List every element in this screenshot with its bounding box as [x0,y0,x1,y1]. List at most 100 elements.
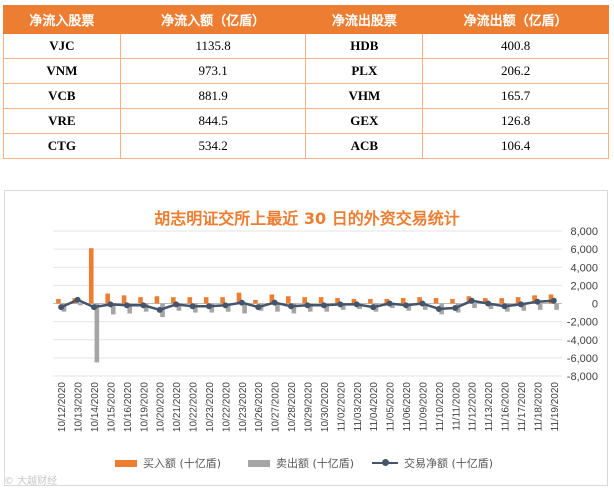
bar-sell [406,303,412,311]
y-tick-label: 6,000 [570,244,598,256]
x-tick-label: 11/17/2020 [517,382,528,432]
watermark-text: © 大越财经 [4,476,58,487]
x-tick-label: 10/21/2020 [172,382,183,432]
bar-sell [488,303,494,309]
outflow-ticker: HDB [305,33,424,59]
net-point [255,304,262,311]
x-tick-label: 11/12/2020 [468,382,479,432]
bar-buy [384,298,390,304]
bar-buy [351,298,357,304]
bar-sell [521,303,527,311]
net-point [123,302,130,309]
chart-legend: 买入额 (十亿盾) 卖出额 (十亿盾) 交易净额 (十亿盾) [0,455,614,475]
net-point [288,303,295,310]
bar-buy [105,293,110,304]
bar-buy [499,298,505,304]
bar-buy [203,297,209,304]
legend-swatch-buy [115,459,137,467]
x-tick-label: 10/22/2020 [221,382,232,432]
header-inflow-ticker: 净流入股票 [3,5,121,34]
bar-sell [275,303,280,312]
legend-label-sell: 卖出额 (十亿盾) [276,457,355,470]
legend-label-net: 交易净额 (十亿盾) [404,457,494,470]
table-row: CTG 534.2 ACB 106.4 [3,133,609,159]
net-point [517,301,524,308]
bar-buy [483,298,488,304]
y-tick-label: 4,000 [570,262,598,274]
bar-buy [269,294,275,304]
y-tick-label: -6,000 [567,353,598,365]
bar-buy [187,297,193,304]
bar-sell [176,303,182,311]
x-tick-label: 10/19/2020 [139,382,150,432]
net-point [320,302,327,309]
x-tick-label: 10/20/2020 [156,382,167,432]
legend-item-sell: 卖出额 (十亿盾) [248,455,354,471]
net-point [304,302,311,309]
x-tick-label: 10/30/2020 [320,382,331,432]
x-tick-label: 11/16/2020 [501,382,512,432]
x-tick-label: 10/12/2020 [57,382,68,432]
bar-buy [138,297,143,304]
bar-buy [400,298,406,304]
y-tick-label: -8,000 [567,371,598,383]
bar-buy [56,298,61,304]
net-point [222,302,229,309]
bar-buy [171,297,176,304]
outflow-ticker: GEX [305,108,424,134]
bar-sell [422,303,428,310]
bar-buy [515,297,521,304]
net-point [485,300,492,307]
bar-sell [308,303,313,312]
table-row: VRE 844.5 GEX 126.8 [3,108,609,134]
bar-sell [537,303,543,310]
bar-sell [143,303,149,312]
net-point [140,302,147,309]
bar-sell [472,303,477,309]
net-point [189,303,196,310]
net-point [550,297,557,304]
legend-label-buy: 买入额 (十亿盾) [143,457,222,470]
bar-buy [450,298,455,304]
chart-frame [4,190,608,486]
net-point [501,303,508,310]
bar-sell [324,303,330,312]
x-tick-label: 11/13/2020 [484,382,495,432]
x-tick-label: 11/11/2020 [451,382,462,431]
outflow-ticker: PLX [305,58,424,84]
net-point [435,305,442,312]
bar-sell [554,303,559,310]
x-tick-label: 10/15/2020 [106,382,117,432]
bar-sell [357,303,362,309]
x-tick-label: 10/14/2020 [90,382,101,432]
table-row: VCB 881.9 VHM 165.7 [3,83,609,109]
bar-buy [532,295,537,304]
net-point [452,305,459,312]
bar-sell [209,303,215,313]
bar-sell [390,303,395,309]
x-tick-label: 11/18/2020 [533,382,544,432]
inflow-ticker: VNM [3,58,121,84]
x-tick-label: 11/05/2020 [386,382,397,432]
x-tick-label: 11/02/2020 [336,382,347,432]
inflow-amount: 534.2 [119,133,307,159]
header-outflow-amount: 净流出额（亿盾） [422,5,609,34]
bar-buy [88,248,94,304]
legend-item-buy: 买入额 (十亿盾) [115,455,221,471]
net-point [370,304,377,311]
net-point [58,304,65,311]
x-tick-label: 11/03/2020 [353,382,364,432]
net-point [107,301,114,308]
bar-buy [318,297,324,304]
bar-sell [127,303,132,314]
legend-swatch-net [372,459,398,467]
inflow-ticker: VCB [3,83,121,109]
inflow-amount: 844.5 [119,108,307,134]
net-point [205,303,212,310]
inflow-amount: 881.9 [119,83,307,109]
bar-buy [548,294,554,304]
x-tick-label: 10/22/2020 [189,382,200,432]
bar-sell [78,303,83,306]
net-point [74,296,81,303]
x-tick-label: 10/13/2020 [74,382,85,432]
